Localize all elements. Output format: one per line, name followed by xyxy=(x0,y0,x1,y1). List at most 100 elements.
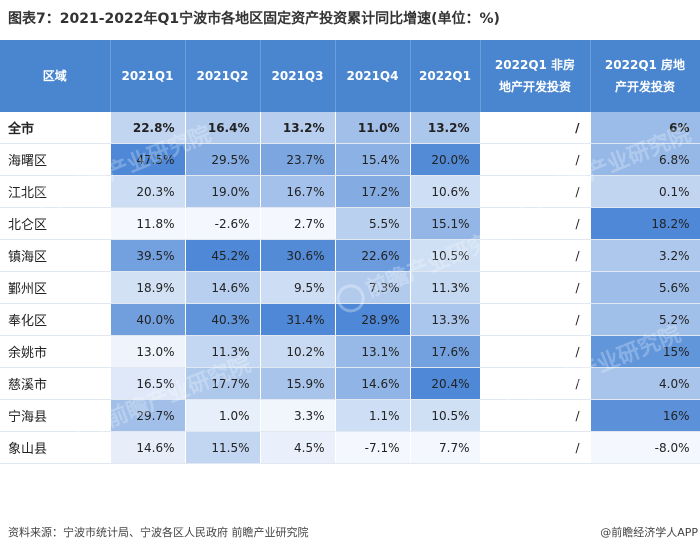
region-cell: 鄞州区 xyxy=(0,271,111,304)
header-real-estate-line1: 2022Q1 房地 xyxy=(604,58,686,72)
value-cell-q4: 15.4% xyxy=(335,143,411,176)
value-cell-nonre: / xyxy=(480,175,591,208)
value-cell-q1: 11.8% xyxy=(110,207,186,240)
value-cell-re: 3.2% xyxy=(590,239,700,272)
footer: 资料来源：宁波市统计局、宁波各区人民政府 前瞻产业研究院 @前瞻经济学人APP xyxy=(8,524,698,544)
header-2022q1: 2022Q1 xyxy=(410,40,481,112)
value-cell-q1: 16.5% xyxy=(110,367,186,400)
value-cell-q2: 11.5% xyxy=(185,431,261,464)
value-cell-q3: 4.5% xyxy=(260,431,336,464)
value-cell-q1: 47.5% xyxy=(110,143,186,176)
value-cell-q22: 10.6% xyxy=(410,175,481,208)
table-row: 宁海县 29.7% 1.0% 3.3% 1.1% 10.5%/16% xyxy=(0,399,700,432)
region-cell: 海曙区 xyxy=(0,143,111,176)
growth-table: 区域 2021Q1 2021Q2 2021Q3 2021Q4 2022Q1 20… xyxy=(0,40,700,464)
value-cell-re: 0.1% xyxy=(590,175,700,208)
value-cell-q1: 22.8% xyxy=(110,112,186,144)
value-cell-nonre: / xyxy=(480,112,591,144)
value-cell-q1: 14.6% xyxy=(110,431,186,464)
region-cell: 余姚市 xyxy=(0,335,111,368)
table-row: 北仑区 11.8% -2.6% 2.7% 5.5% 15.1%/18.2% xyxy=(0,207,700,240)
value-cell-q3: 16.7% xyxy=(260,175,336,208)
value-cell-q2: 17.7% xyxy=(185,367,261,400)
header-real-estate-line2: 产开发投资 xyxy=(614,80,675,94)
header-2021q4: 2021Q4 xyxy=(335,40,411,112)
value-cell-q4: 28.9% xyxy=(335,303,411,336)
value-cell-q2: 1.0% xyxy=(185,399,261,432)
value-cell-q3: 31.4% xyxy=(260,303,336,336)
value-cell-re: 6.8% xyxy=(590,143,700,176)
header-2021q1: 2021Q1 xyxy=(110,40,186,112)
value-cell-q22: 7.7% xyxy=(410,431,481,464)
value-cell-re: 6% xyxy=(590,112,700,144)
value-cell-q22: 10.5% xyxy=(410,399,481,432)
table-row: 鄞州区 18.9% 14.6% 9.5% 7.3% 11.3%/5.6% xyxy=(0,271,700,304)
value-cell-q22: 15.1% xyxy=(410,207,481,240)
value-cell-nonre: / xyxy=(480,207,591,240)
value-cell-re: 16% xyxy=(590,399,700,432)
value-cell-q3: 15.9% xyxy=(260,367,336,400)
value-cell-nonre: / xyxy=(480,335,591,368)
value-cell-q2: 19.0% xyxy=(185,175,261,208)
table-row: 奉化区 40.0% 40.3% 31.4% 28.9% 13.3%/5.2% xyxy=(0,303,700,336)
value-cell-q3: 3.3% xyxy=(260,399,336,432)
region-cell: 奉化区 xyxy=(0,303,111,336)
chart-title: 图表7：2021-2022年Q1宁波市各地区固定资产投资累计同比增速(单位：%) xyxy=(8,11,500,27)
value-cell-nonre: / xyxy=(480,143,591,176)
value-cell-q22: 11.3% xyxy=(410,271,481,304)
value-cell-q2: 11.3% xyxy=(185,335,261,368)
value-cell-q1: 40.0% xyxy=(110,303,186,336)
value-cell-q22: 10.5% xyxy=(410,239,481,272)
value-cell-nonre: / xyxy=(480,431,591,464)
header-non-real-estate-line1: 2022Q1 非房 xyxy=(494,58,576,72)
value-cell-re: -8.0% xyxy=(590,431,700,464)
value-cell-q3: 2.7% xyxy=(260,207,336,240)
value-cell-q4: 14.6% xyxy=(335,367,411,400)
table-row: 慈溪市 16.5% 17.7% 15.9% 14.6% 20.4%/4.0% xyxy=(0,367,700,400)
table-row: 镇海区 39.5% 45.2% 30.6% 22.6% 10.5%/3.2% xyxy=(0,239,700,272)
value-cell-re: 5.2% xyxy=(590,303,700,336)
value-cell-q4: 11.0% xyxy=(335,112,411,144)
value-cell-q3: 30.6% xyxy=(260,239,336,272)
value-cell-q4: 5.5% xyxy=(335,207,411,240)
value-cell-q4: 17.2% xyxy=(335,175,411,208)
table-body: 全市 22.8% 16.4% 13.2% 11.0% 13.2%/6% 海曙区 47.5% 29… xyxy=(0,112,700,464)
region-cell: 镇海区 xyxy=(0,239,111,272)
region-cell: 江北区 xyxy=(0,175,111,208)
value-cell-q22: 13.3% xyxy=(410,303,481,336)
value-cell-re: 18.2% xyxy=(590,207,700,240)
value-cell-nonre: / xyxy=(480,367,591,400)
value-cell-q3: 13.2% xyxy=(260,112,336,144)
value-cell-q4: 1.1% xyxy=(335,399,411,432)
value-cell-q4: -7.1% xyxy=(335,431,411,464)
region-cell: 全市 xyxy=(0,112,111,144)
value-cell-q3: 23.7% xyxy=(260,143,336,176)
table-row: 余姚市 13.0% 11.3% 10.2% 13.1% 17.6%/15% xyxy=(0,335,700,368)
value-cell-nonre: / xyxy=(480,239,591,272)
value-cell-re: 5.6% xyxy=(590,271,700,304)
header-non-real-estate-line2: 地产开发投资 xyxy=(498,80,571,94)
region-cell: 宁海县 xyxy=(0,399,111,432)
value-cell-q2: -2.6% xyxy=(185,207,261,240)
value-cell-q4: 22.6% xyxy=(335,239,411,272)
value-cell-q2: 16.4% xyxy=(185,112,261,144)
header-real-estate: 2022Q1 房地 产开发投资 xyxy=(590,40,700,112)
value-cell-q22: 13.2% xyxy=(410,112,481,144)
header-non-real-estate: 2022Q1 非房 地产开发投资 xyxy=(480,40,591,112)
header-2021q2: 2021Q2 xyxy=(185,40,261,112)
value-cell-q2: 45.2% xyxy=(185,239,261,272)
table-row: 全市 22.8% 16.4% 13.2% 11.0% 13.2%/6% xyxy=(0,112,700,144)
value-cell-q3: 9.5% xyxy=(260,271,336,304)
header-region: 区域 xyxy=(0,40,111,112)
region-cell: 慈溪市 xyxy=(0,367,111,400)
region-cell: 北仑区 xyxy=(0,207,111,240)
value-cell-q2: 29.5% xyxy=(185,143,261,176)
source-note: 资料来源：宁波市统计局、宁波各区人民政府 前瞻产业研究院 xyxy=(8,526,309,539)
value-cell-q1: 29.7% xyxy=(110,399,186,432)
header-row: 区域 2021Q1 2021Q2 2021Q3 2021Q4 2022Q1 20… xyxy=(0,40,700,112)
value-cell-re: 4.0% xyxy=(590,367,700,400)
header-2021q3: 2021Q3 xyxy=(260,40,336,112)
value-cell-q3: 10.2% xyxy=(260,335,336,368)
app-credit: @前瞻经济学人APP xyxy=(600,526,698,539)
table-row: 海曙区 47.5% 29.5% 23.7% 15.4% 20.0%/6.8% xyxy=(0,143,700,176)
